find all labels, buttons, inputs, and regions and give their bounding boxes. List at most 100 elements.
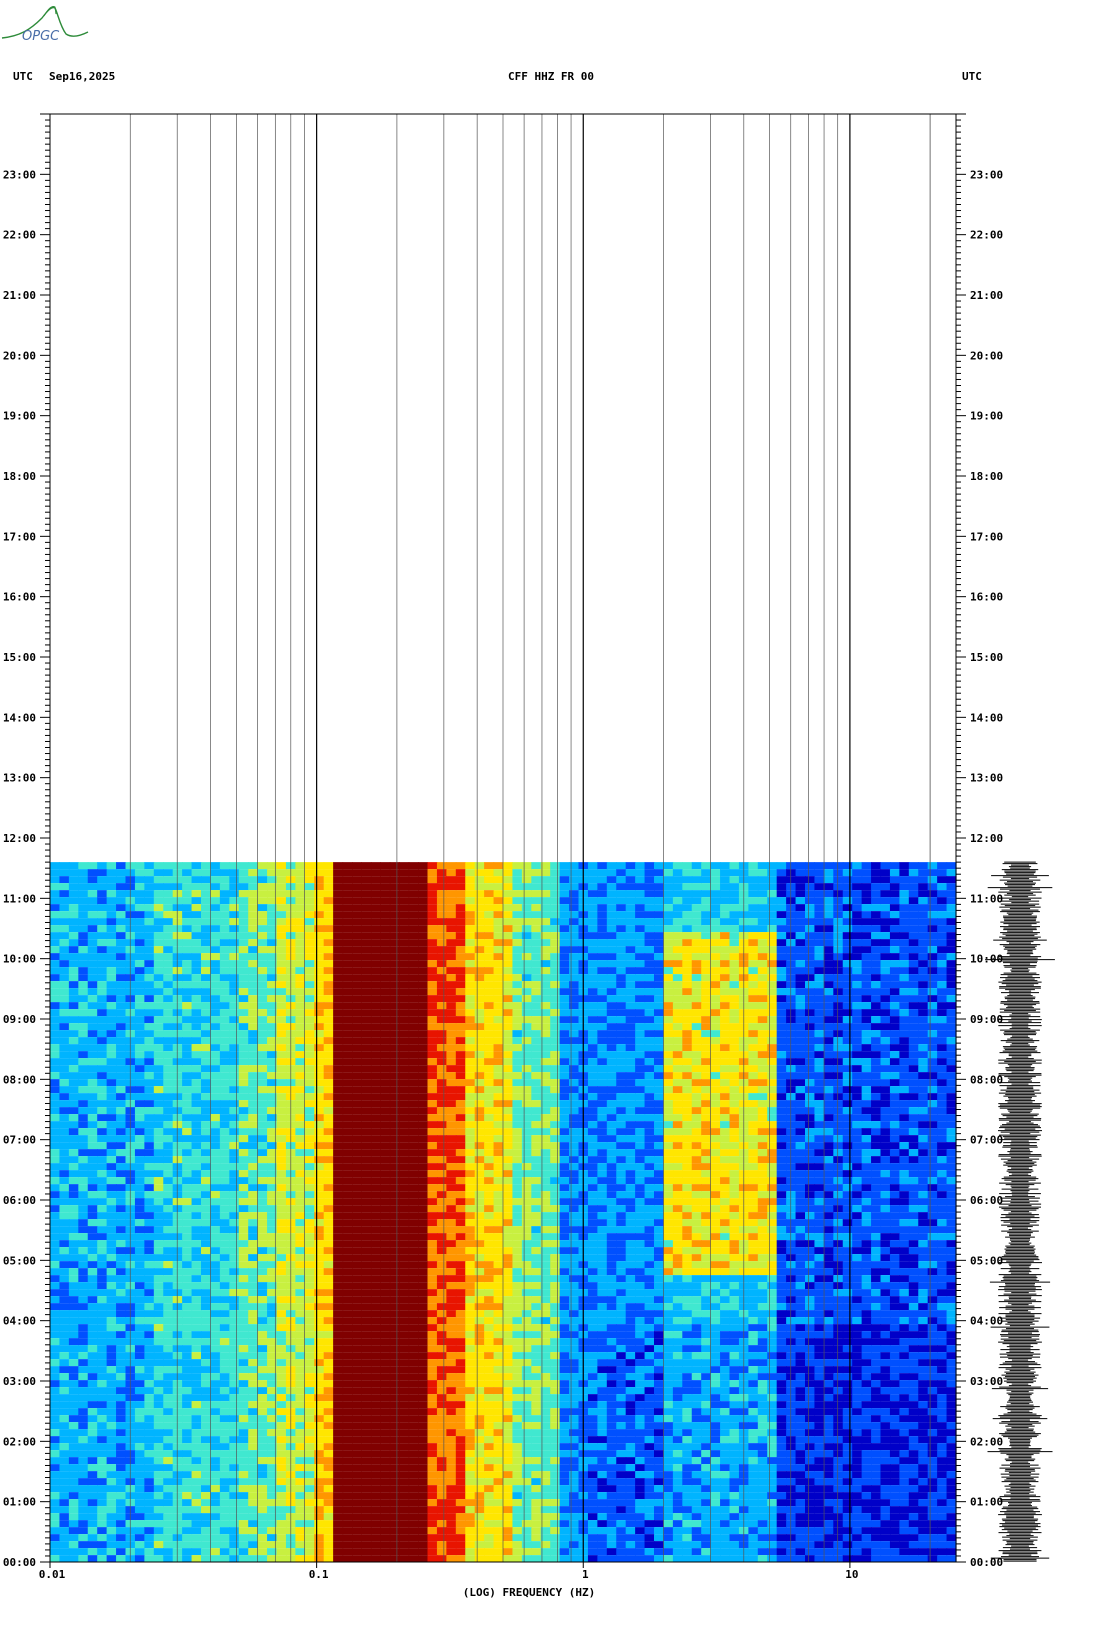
heatmap-cell (182, 1464, 193, 1472)
heatmap-cell (370, 1450, 381, 1458)
heatmap-cell (172, 1345, 183, 1353)
heatmap-cell (78, 1478, 89, 1486)
heatmap-cell (68, 1198, 79, 1206)
heatmap-cell (342, 1373, 353, 1381)
heatmap-cell (50, 1275, 61, 1283)
heatmap-cell (276, 1415, 287, 1423)
heatmap-cell (399, 1121, 410, 1129)
heatmap-cell (295, 1114, 306, 1122)
heatmap-cell (389, 1247, 400, 1255)
heatmap-cell (484, 1191, 495, 1199)
heatmap-cell (182, 1198, 193, 1206)
heatmap-cell (144, 1310, 155, 1318)
heatmap-cell (503, 1058, 514, 1066)
heatmap-cell (436, 1457, 447, 1465)
heatmap-cell (352, 1275, 363, 1283)
heatmap-cell (418, 1191, 429, 1199)
heatmap-cell (191, 1051, 202, 1059)
heatmap-cell (436, 1478, 447, 1486)
heatmap-cell (97, 946, 108, 954)
heatmap-cell (163, 960, 174, 968)
heatmap-cell (314, 995, 325, 1003)
heatmap-cell (210, 1555, 221, 1562)
heatmap-cell (276, 1114, 287, 1122)
heatmap-cell (219, 904, 230, 912)
heatmap-cell (59, 1359, 70, 1367)
heatmap-cell (512, 1324, 523, 1332)
heatmap-cell (87, 1261, 98, 1269)
heatmap-cell (257, 1408, 268, 1416)
heatmap-cell (134, 904, 145, 912)
heatmap-cell (219, 890, 230, 898)
heatmap-cell (257, 1422, 268, 1430)
heatmap-cell (408, 1457, 419, 1465)
heatmap-cell (342, 1380, 353, 1388)
heatmap-cell (116, 897, 127, 905)
heatmap-cell (436, 869, 447, 877)
heatmap-cell (97, 862, 108, 870)
heatmap-cell (436, 1212, 447, 1220)
heatmap-cell (134, 953, 145, 961)
heatmap-cell (172, 1499, 183, 1507)
heatmap-cell (229, 1345, 240, 1353)
heatmap-cell (512, 1275, 523, 1283)
heatmap-cell (172, 1275, 183, 1283)
heatmap-cell (352, 988, 363, 996)
heatmap-cell (201, 1240, 212, 1248)
heatmap-cell (172, 1387, 183, 1395)
heatmap-cell (304, 1415, 315, 1423)
heatmap-cell (408, 1233, 419, 1241)
heatmap-cell (493, 1317, 504, 1325)
heatmap-cell (238, 1184, 249, 1192)
heatmap-cell (134, 911, 145, 919)
heatmap-cell (455, 1331, 466, 1339)
heatmap-cell (512, 1107, 523, 1115)
heatmap-cell (474, 1100, 485, 1108)
heatmap-cell (314, 1324, 325, 1332)
heatmap-cell (408, 1086, 419, 1094)
heatmap-cell (436, 995, 447, 1003)
heatmap-cell (436, 1345, 447, 1353)
heatmap-cell (418, 925, 429, 933)
heatmap-cell (134, 995, 145, 1003)
heatmap-cell (248, 1009, 259, 1017)
heatmap-cell (361, 1296, 372, 1304)
heatmap-cell (352, 1506, 363, 1514)
heatmap-cell (352, 1492, 363, 1500)
heatmap-cell (380, 1226, 391, 1234)
heatmap-cell (210, 897, 221, 905)
heatmap-cell (238, 1373, 249, 1381)
heatmap-cell (493, 1191, 504, 1199)
heatmap-cell (455, 1415, 466, 1423)
heatmap-cell (68, 1037, 79, 1045)
heatmap-cell (163, 1142, 174, 1150)
heatmap-cell (352, 1296, 363, 1304)
heatmap-cell (484, 1492, 495, 1500)
heatmap-cell (361, 1506, 372, 1514)
heatmap-cell (389, 1198, 400, 1206)
heatmap-cell (465, 1135, 476, 1143)
heatmap-cell (295, 1338, 306, 1346)
heatmap-cell (219, 1023, 230, 1031)
heatmap-cell (78, 1051, 89, 1059)
heatmap-cell (276, 1331, 287, 1339)
heatmap-cell (276, 1212, 287, 1220)
heatmap-cell (50, 1296, 61, 1304)
heatmap-cell (97, 1310, 108, 1318)
heatmap-cell (59, 1044, 70, 1052)
heatmap-cell (418, 1513, 429, 1521)
heatmap-cell (295, 1520, 306, 1528)
heatmap-cell (352, 1149, 363, 1157)
heatmap-cell (333, 897, 344, 905)
heatmap-cell (78, 953, 89, 961)
heatmap-cell (153, 1275, 164, 1283)
heatmap-cell (399, 918, 410, 926)
heatmap-cell (484, 890, 495, 898)
heatmap-cell (408, 1226, 419, 1234)
heatmap-cell (333, 1023, 344, 1031)
heatmap-cell (503, 1016, 514, 1024)
heatmap-cell (323, 1086, 334, 1094)
heatmap-cell (389, 1317, 400, 1325)
heatmap-cell (229, 1338, 240, 1346)
heatmap-cell (512, 1065, 523, 1073)
